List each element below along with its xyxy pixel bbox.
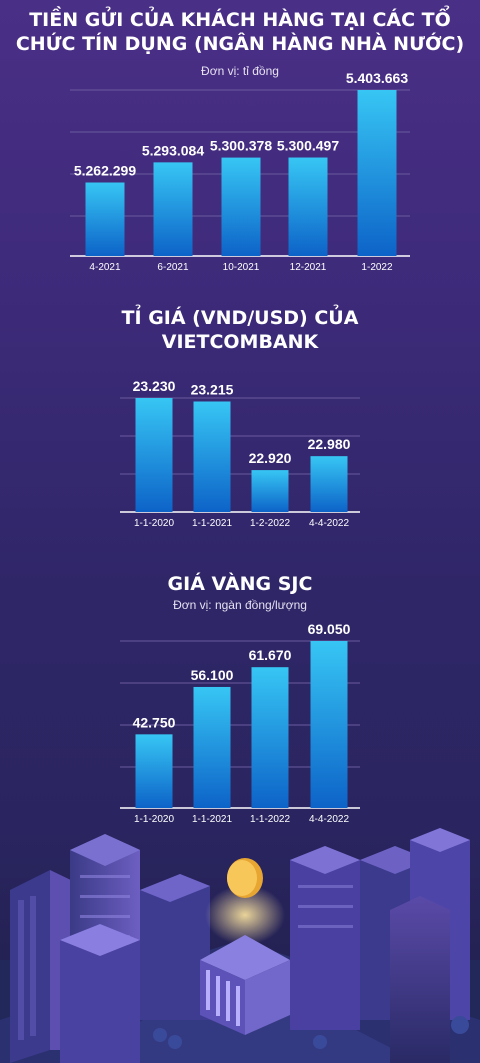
- bar: [357, 90, 397, 256]
- building-right-mid: [290, 846, 360, 1030]
- chart1-title: TIỀN GỬI CỦA KHÁCH HÀNG TẠI CÁC TỔ CHỨC …: [15, 9, 465, 55]
- tick-label: 4-2021: [89, 262, 121, 273]
- data-label: 5.300.378: [210, 138, 272, 154]
- data-label: 23.230: [133, 378, 176, 394]
- data-label: 22.980: [308, 436, 351, 452]
- chart2-title: TỈ GIÁ (VND/USD) CỦA VIETCOMBANK: [121, 307, 359, 353]
- coin-icon: [227, 858, 263, 898]
- data-label: 23.215: [191, 381, 234, 397]
- tick-label: 6-2021: [157, 262, 189, 273]
- tick-label: 1-1-2020: [134, 518, 174, 529]
- bar: [85, 182, 125, 256]
- chart3-title: GIÁ VÀNG SJC: [167, 573, 313, 595]
- bar: [310, 641, 348, 808]
- bar: [193, 401, 231, 512]
- chart3-unit: Đơn vị: ngàn đồng/lượng: [173, 598, 307, 612]
- bar: [193, 686, 231, 808]
- tick-label: 1-1-2021: [192, 518, 232, 529]
- tree-icon: [153, 1016, 469, 1049]
- data-label: 5.300.497: [277, 138, 339, 154]
- data-label: 42.750: [133, 714, 176, 730]
- gold-price-chart: 42.750 1-1-2020 56.100 1-1-2021 61.670 1-1-20…: [120, 621, 360, 825]
- data-label: 61.670: [249, 647, 292, 663]
- bar: [310, 456, 348, 512]
- bar: [251, 470, 289, 512]
- data-label: 22.920: [249, 450, 292, 466]
- building-left-tall: [10, 870, 75, 1063]
- data-label: 5.293.084: [142, 142, 204, 158]
- tick-label: 1-1-2021: [192, 814, 232, 825]
- tick-label: 10-2021: [223, 262, 260, 273]
- data-label: 5.403.663: [346, 70, 408, 86]
- building-right-tall: [390, 828, 470, 1063]
- exchange-rate-chart: 23.230 1-1-2020 23.215 1-1-2021 22.920 1-2-20…: [120, 378, 360, 529]
- bar: [135, 398, 173, 512]
- data-label: 69.050: [308, 621, 351, 637]
- tick-label: 4-4-2022: [309, 518, 349, 529]
- bank-building: [200, 885, 290, 1035]
- data-label: 5.262.299: [74, 163, 136, 179]
- building-left-front: [60, 924, 140, 1063]
- building-center-left: [140, 874, 210, 1020]
- bar: [221, 157, 261, 256]
- tick-label: 1-2-2022: [250, 518, 290, 529]
- tick-label: 12-2021: [290, 262, 327, 273]
- tick-label: 1-1-2020: [134, 814, 174, 825]
- chart1-unit: Đơn vị: tỉ đồng: [201, 64, 279, 78]
- tick-label: 4-4-2022: [309, 814, 349, 825]
- bar: [135, 734, 173, 808]
- bar: [288, 157, 328, 256]
- tick-label: 1-1-2022: [250, 814, 290, 825]
- data-label: 56.100: [191, 667, 234, 683]
- city-illustration: [0, 828, 480, 1063]
- bar: [251, 667, 289, 808]
- bar: [153, 162, 193, 256]
- deposit-chart: 5.262.299 4-2021 5.293.084 6-2021 5.300.378 1…: [70, 70, 410, 273]
- tick-label: 1-2022: [361, 262, 393, 273]
